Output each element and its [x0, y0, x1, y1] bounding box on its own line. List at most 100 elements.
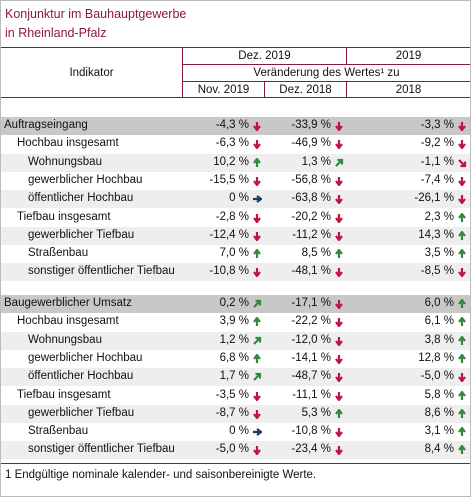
trend-arrow	[253, 446, 261, 456]
value-cell: -10,8 %	[291, 425, 331, 438]
value-cell: -2,8 %	[215, 210, 249, 223]
row-label: gewerblicher Hochbau	[28, 173, 143, 186]
row-label: Hochbau insgesamt	[17, 137, 119, 150]
trend-arrow	[458, 373, 466, 383]
value-cell: -22,2 %	[291, 315, 331, 328]
trend-arrow	[253, 391, 261, 401]
table-row: Auftragseingang -4,3 % -33,9 % -3,3 %	[1, 117, 470, 135]
trend-arrow	[335, 300, 343, 309]
trend-arrow	[253, 317, 261, 327]
row-label: sonstiger öffentlicher Tiefbau	[28, 443, 175, 456]
value-cell: -23,4 %	[291, 443, 331, 456]
trend-arrow	[335, 446, 343, 456]
value-cell: -17,1 %	[291, 297, 331, 309]
header-cell: 2018	[395, 84, 422, 96]
value-cell: 1,2 %	[219, 333, 249, 346]
table-row: öffentlicher Hochbau 1,7 % -48,7 % -5,0 %	[1, 368, 470, 387]
value-cell: -9,2 %	[420, 137, 454, 150]
trend-arrow	[335, 231, 343, 241]
trend-arrow	[458, 353, 466, 363]
trend-arrow	[335, 391, 343, 401]
row-label: gewerblicher Tiefbau	[28, 228, 135, 241]
value-cell: -3,5 %	[215, 388, 249, 401]
row-label: Auftragseingang	[4, 119, 88, 131]
value-cell: 3,8 %	[424, 333, 454, 346]
value-cell: -14,1 %	[291, 351, 331, 364]
value-cell: -26,1 %	[414, 192, 454, 205]
trend-arrow	[253, 157, 261, 167]
value-cell: 8,4 %	[424, 443, 454, 456]
subtitle: in Rheinland-Pfalz	[5, 26, 107, 40]
value-cell: 0,2 %	[219, 297, 249, 309]
table-row: gewerblicher Hochbau -15,5 % -56,8 % -7,4 %	[1, 171, 470, 190]
value-cell: 3,5 %	[424, 247, 454, 260]
row-label: öffentlicher Hochbau	[28, 370, 134, 383]
trend-arrow	[458, 390, 466, 400]
header-cell: Nov. 2019	[183, 82, 265, 98]
value-cell: 8,5 %	[301, 247, 331, 260]
trend-arrow	[458, 335, 466, 345]
value-cell: -8,7 %	[215, 406, 249, 419]
table-row: sonstiger öffentlicher Tiefbau -10,8 % -48…	[1, 263, 470, 282]
value-cell: -3,3 %	[420, 119, 454, 131]
trend-arrow	[458, 195, 466, 205]
trend-arrow	[253, 122, 261, 131]
title: Konjunktur im Bauhauptgewerbe	[5, 7, 187, 21]
trend-arrow	[335, 176, 343, 186]
value-cell: -48,1 %	[291, 265, 331, 278]
table-row: gewerblicher Hochbau 6,8 % -14,1 % 12,8 %	[1, 349, 470, 368]
trend-arrow	[335, 268, 343, 278]
table-row: gewerblicher Tiefbau -8,7 % 5,3 % 8,6 %	[1, 404, 470, 423]
value-cell: 2,3 %	[424, 210, 454, 223]
trend-arrow	[335, 336, 343, 346]
trend-arrow	[335, 428, 343, 438]
table-row: Baugewerblicher Umsatz 0,2 % -17,1 % 6,0 %	[1, 295, 470, 313]
trend-arrow	[335, 195, 343, 205]
trend-arrow	[458, 176, 466, 186]
value-cell: 3,1 %	[424, 425, 454, 438]
value-cell: -33,9 %	[291, 119, 331, 131]
trend-arrow	[253, 336, 262, 345]
value-cell: 5,3 %	[301, 406, 331, 419]
trend-arrow	[458, 317, 466, 327]
row-label: gewerblicher Tiefbau	[28, 406, 135, 419]
trend-arrow	[458, 140, 466, 150]
value-cell: 14,3 %	[418, 228, 454, 241]
header-cell: Indikator	[1, 48, 183, 98]
value-cell: 0 %	[229, 425, 249, 438]
table-row: gewerblicher Tiefbau -12,4 % -11,2 % 14,3 %	[1, 226, 470, 245]
value-cell: 3,9 %	[219, 315, 249, 328]
trend-arrow	[335, 373, 343, 383]
row-label: Tiefbau insgesamt	[17, 210, 111, 223]
value-cell: -12,4 %	[209, 228, 249, 241]
trend-arrow	[253, 353, 261, 363]
value-cell: -15,5 %	[209, 173, 249, 186]
value-cell: -7,4 %	[420, 173, 454, 186]
trend-arrow	[335, 249, 343, 259]
row-label: Wohnungsbau	[28, 155, 102, 168]
row-label: Tiefbau insgesamt	[17, 388, 111, 401]
value-cell: 6,1 %	[424, 315, 454, 328]
value-cell: -5,0 %	[215, 443, 249, 456]
table-row: Wohnungsbau 1,2 % -12,0 % 3,8 %	[1, 331, 470, 350]
row-label: öffentlicher Hochbau	[28, 192, 134, 205]
footnote: 1 Endgültige nominale kalender- und sais…	[5, 469, 317, 481]
trend-arrow	[458, 158, 467, 167]
row-label: Baugewerblicher Umsatz	[4, 297, 132, 309]
trend-arrow	[458, 299, 466, 308]
trend-arrow	[458, 408, 466, 418]
table-row: Tiefbau insgesamt -3,5 % -11,1 % 5,8 %	[1, 386, 470, 405]
value-cell: 1,3 %	[301, 155, 331, 168]
trend-arrow	[458, 445, 466, 455]
header-cell: 2019	[347, 48, 470, 65]
trend-arrow	[335, 408, 343, 418]
row-label: sonstiger öffentlicher Tiefbau	[28, 265, 175, 278]
value-cell: -20,2 %	[291, 210, 331, 223]
trend-arrow	[253, 268, 261, 278]
header-cell: Veränderung des Wertes¹ zu	[183, 65, 470, 82]
trend-arrow	[335, 354, 343, 364]
trend-arrow	[335, 213, 343, 223]
trend-arrow	[458, 268, 466, 278]
row-label: Hochbau insgesamt	[17, 315, 119, 328]
value-cell: 0 %	[229, 192, 249, 205]
